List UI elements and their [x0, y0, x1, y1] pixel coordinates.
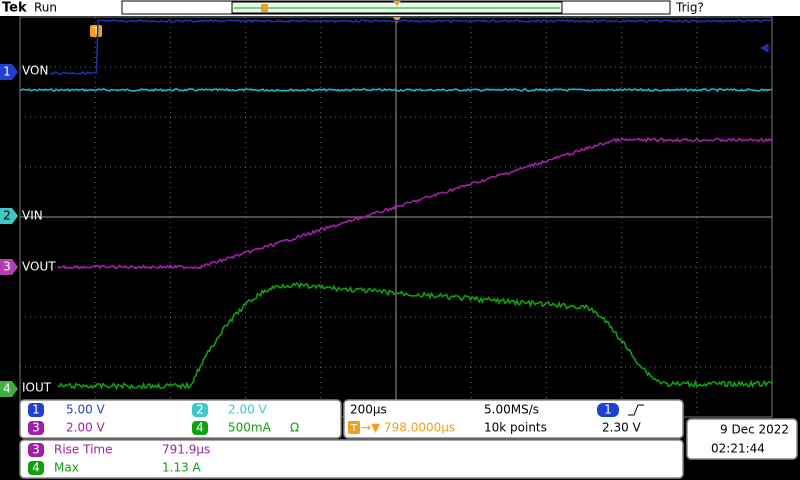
ch3-marker: [0, 259, 18, 275]
ch2-label: VIN: [22, 209, 43, 223]
meas1-name: Rise Time: [54, 443, 113, 457]
datetime-panel: [686, 418, 798, 460]
ch2-trace: [19, 87, 772, 93]
trigger-pos-icon: [261, 4, 268, 12]
ch1-scale: 5.00 V: [66, 403, 106, 417]
meas1-channel: 3: [32, 443, 40, 457]
trigger-level: 2.30 V: [602, 421, 642, 435]
trigger-status: Trig?: [675, 1, 704, 15]
traces: [19, 18, 773, 391]
ch1-marker: [0, 64, 18, 80]
ch3-label: VOUT: [22, 260, 56, 274]
ch3-badge-num: 3: [32, 421, 40, 435]
ch2-badge-num: 2: [196, 403, 204, 417]
ch2-marker-num: 2: [3, 209, 11, 223]
graticule: [19, 16, 773, 418]
run-status: Run: [34, 1, 57, 15]
vertical-panel: [19, 399, 342, 439]
ch4-badge-num: 4: [196, 421, 204, 435]
ch3-scale: 2.00 V: [66, 421, 106, 435]
ch1-badge-num: 1: [32, 403, 40, 417]
sample-rate: 5.00MS/s: [484, 403, 539, 417]
ch1-badge: [28, 403, 44, 417]
ch1-marker-num: 1: [3, 65, 11, 79]
position-icon-t: T: [350, 423, 358, 434]
meas2-channel: 4: [32, 461, 40, 475]
ch4-badge: [192, 421, 208, 435]
ch4-coupling: Ω: [290, 421, 299, 435]
edge-icon: [628, 404, 644, 416]
ch4-scale: 500mA: [228, 421, 272, 435]
ch4-marker: [0, 381, 18, 397]
ch3-marker-num: 3: [3, 260, 11, 274]
ch1-label: VON: [22, 64, 48, 78]
center-icon: [393, 1, 401, 6]
record-length: 10k points: [484, 421, 547, 435]
ch1-trace: [49, 18, 772, 75]
meas1-value: 791.9µs: [162, 443, 210, 457]
ch2-badge: [192, 403, 208, 417]
time-position: 798.0000µs: [384, 421, 455, 435]
ch3-badge: [28, 421, 44, 435]
time: 02:21:44: [711, 442, 765, 456]
position-icon: [348, 421, 360, 434]
date: 9 Dec 2022: [720, 423, 789, 437]
ch4-trace: [57, 282, 773, 391]
measurement-panel: [19, 439, 684, 479]
meas2-badge: [28, 461, 44, 475]
trigger-badge: [597, 403, 619, 417]
meas1-badge: [28, 443, 44, 457]
meas2-name: Max: [54, 461, 79, 475]
ch4-marker-num: 4: [3, 382, 11, 396]
ch4-label: IOUT: [22, 381, 52, 395]
brand: Tek: [2, 1, 27, 16]
trigger-marker: [90, 25, 102, 37]
trigger-marker-t: T: [92, 26, 100, 37]
time-scale: 200µs: [350, 403, 387, 417]
ch2-marker: [0, 208, 18, 224]
ch2-scale: 2.00 V: [228, 403, 268, 417]
ch3-trace: [57, 137, 773, 270]
meas2-value: 1.13 A: [162, 461, 202, 475]
trigger-channel: 1: [604, 403, 612, 417]
position-arrow: →▼: [361, 421, 381, 435]
trigger-level-marker: [759, 43, 772, 53]
